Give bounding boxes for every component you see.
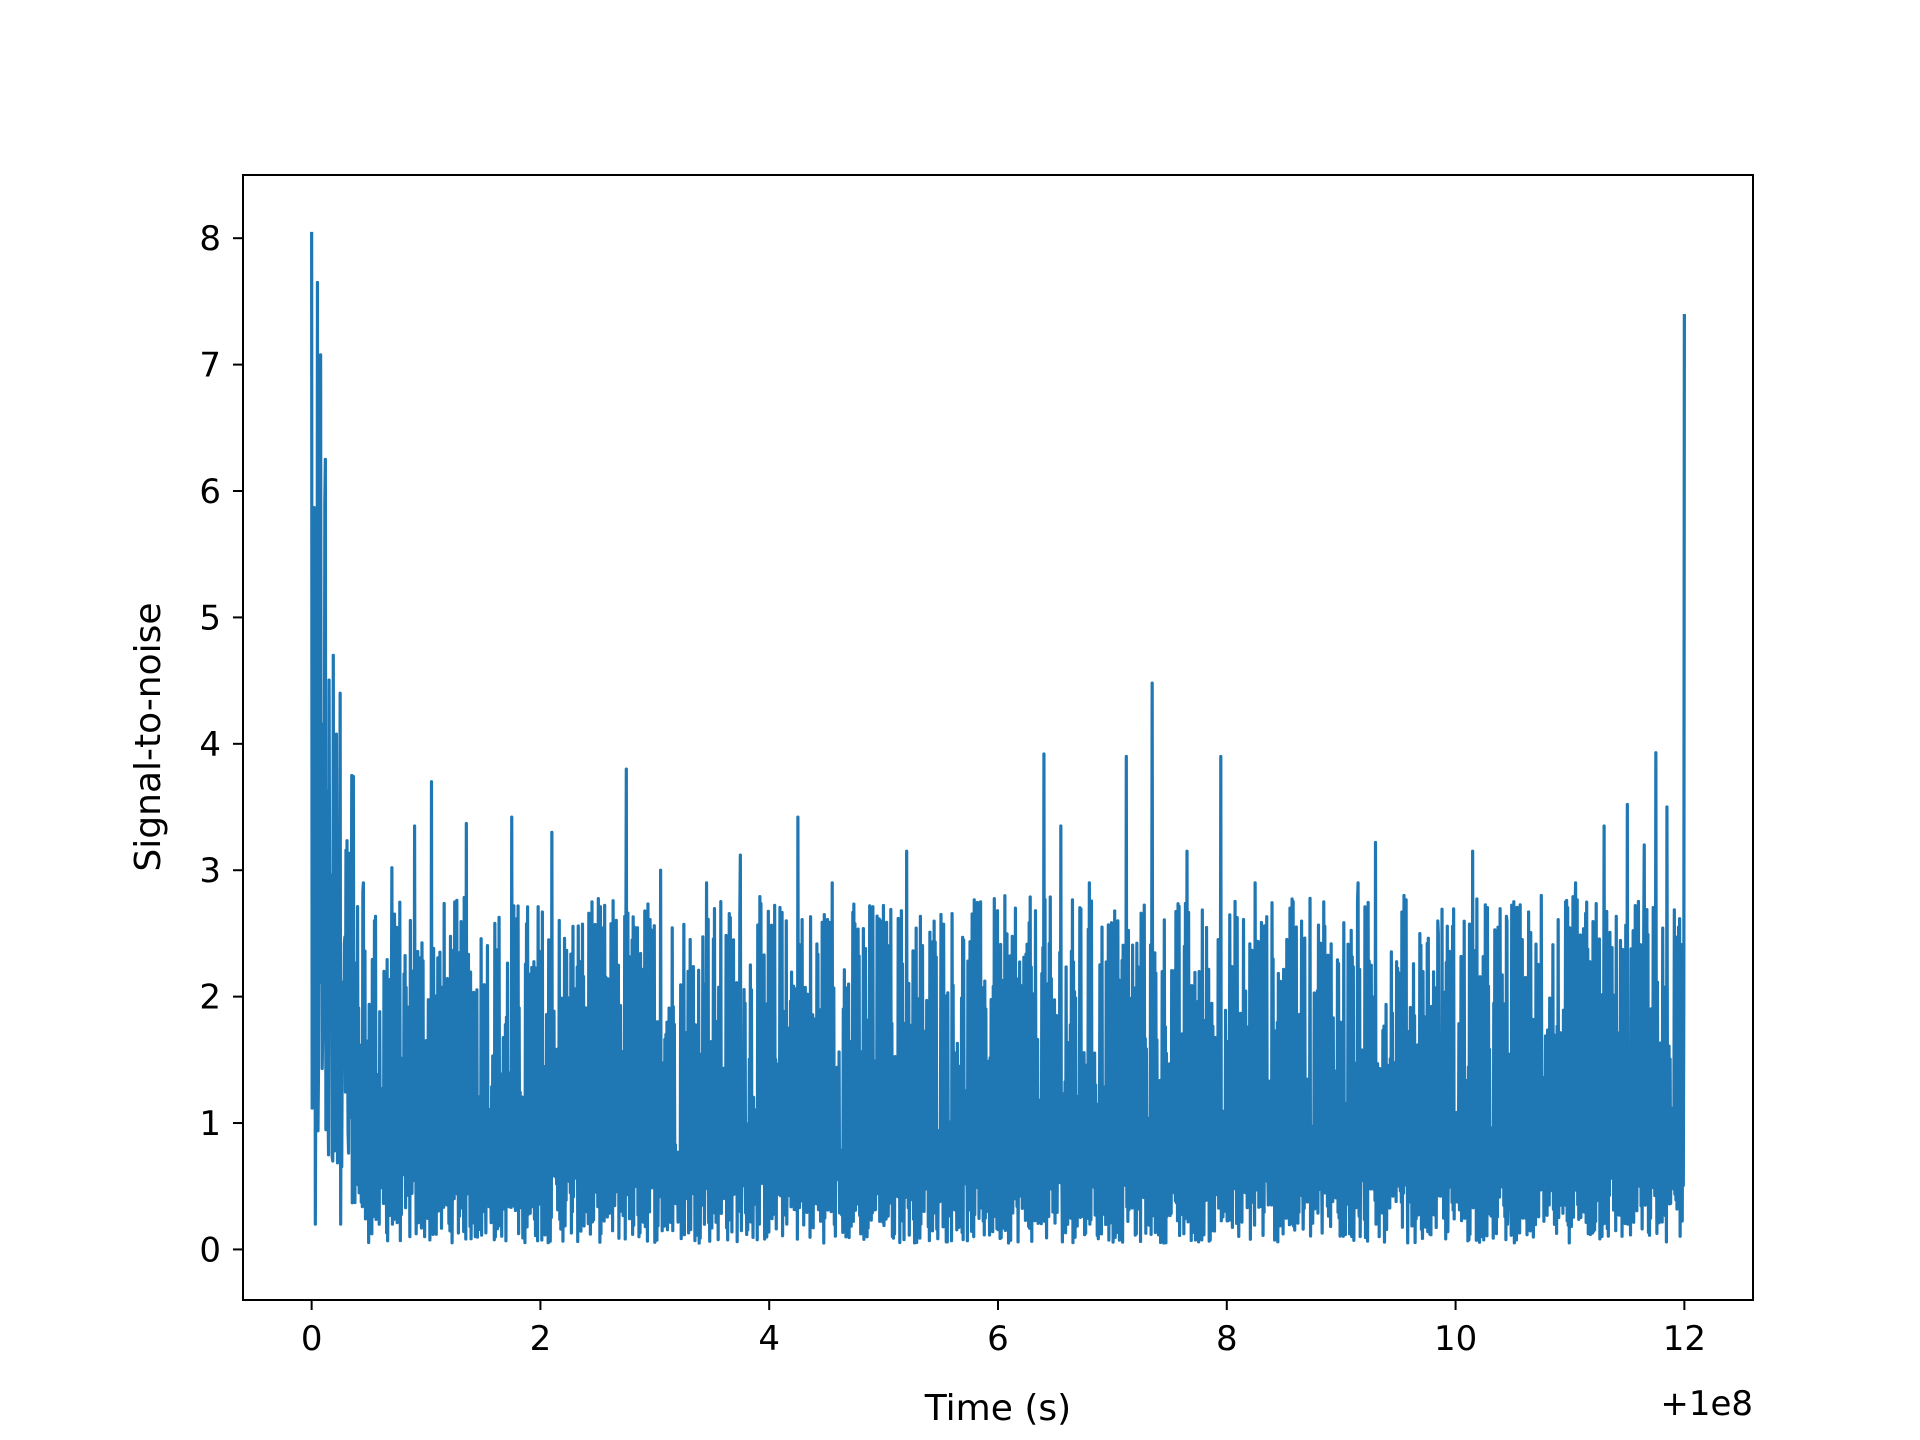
x-tick-label: 2 <box>530 1319 552 1359</box>
y-tick-label: 5 <box>199 598 221 638</box>
y-tick-label: 2 <box>199 978 221 1018</box>
y-axis-label: Signal-to-noise <box>128 602 169 871</box>
y-tick-label: 1 <box>199 1104 221 1144</box>
x-tick-label: 6 <box>987 1319 1009 1359</box>
x-tick-label: 8 <box>1216 1319 1238 1359</box>
x-tick-label: 0 <box>301 1319 323 1359</box>
y-tick-label: 0 <box>199 1230 221 1270</box>
x-tick-label: 4 <box>758 1319 780 1359</box>
y-tick-label: 7 <box>199 346 221 386</box>
x-tick-label: 10 <box>1434 1319 1477 1359</box>
y-tick-label: 4 <box>199 725 221 765</box>
series-line <box>310 231 1686 1245</box>
series-layer <box>310 231 1686 1245</box>
y-tick-label: 6 <box>199 472 221 512</box>
x-axis: 0 2 4 6 8 10 12 <box>301 1300 1706 1359</box>
y-axis: 0 1 2 3 4 5 6 7 8 <box>199 219 243 1270</box>
x-axis-label: Time (s) <box>924 1388 1071 1429</box>
x-tick-label: 12 <box>1663 1319 1706 1359</box>
x-axis-offset-label: +1e8 <box>1660 1384 1753 1424</box>
y-tick-label: 8 <box>199 219 221 259</box>
y-tick-label: 3 <box>199 851 221 891</box>
